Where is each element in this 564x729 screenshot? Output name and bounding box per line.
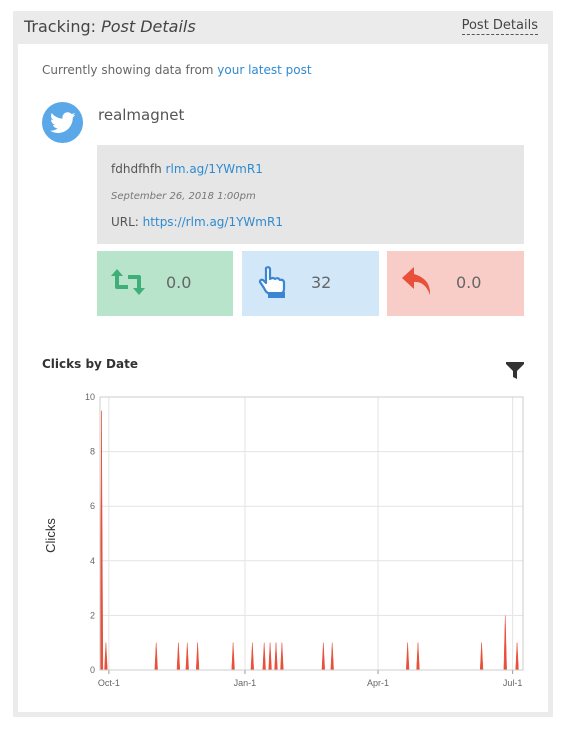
clicks-value: 32 xyxy=(311,273,332,292)
chart-ticks: 0 2 4 6 8 10 Oct-1 Jan-1 Apr-1 Jul-1 xyxy=(85,392,522,688)
y-tick-label: 2 xyxy=(90,610,95,620)
filter-icon[interactable] xyxy=(505,360,525,380)
y-tick-label: 4 xyxy=(90,556,95,566)
reply-icon xyxy=(402,267,431,295)
x-tick-label: Jan-1 xyxy=(234,678,257,688)
data-spike xyxy=(330,642,334,671)
post-url-label: URL: xyxy=(111,215,143,229)
data-spike xyxy=(185,642,189,671)
replies-value: 0.0 xyxy=(456,273,482,292)
widget-title: Tracking: Post Details xyxy=(24,17,196,36)
data-spike xyxy=(262,642,266,671)
retweets-stat: 0.0 xyxy=(97,251,233,316)
post-preview: fdhdfhfh rlm.ag/1YWmR1 September 26, 201… xyxy=(97,145,524,244)
y-tick-label: 0 xyxy=(90,665,95,675)
chart-title: Clicks by Date xyxy=(42,357,138,371)
data-spike xyxy=(231,642,235,671)
chart-grid xyxy=(100,396,523,671)
clicks-stat: 32 xyxy=(242,251,379,316)
plot-frame xyxy=(99,396,524,671)
pointer-hand-icon xyxy=(258,266,286,298)
post-url-link[interactable]: https://rlm.ag/1YWmR1 xyxy=(142,215,283,229)
retweets-value: 0.0 xyxy=(166,273,192,292)
y-tick-label: 10 xyxy=(85,392,95,402)
data-spike xyxy=(515,642,519,671)
twitter-icon xyxy=(42,102,83,143)
data-spike xyxy=(405,642,410,671)
retweet-icon xyxy=(111,269,145,295)
data-spike xyxy=(176,642,181,671)
replies-stat: 0.0 xyxy=(387,251,524,316)
showing-prefix: Currently showing data from xyxy=(42,63,218,77)
data-spike xyxy=(416,642,420,671)
x-tick-label: Jul-1 xyxy=(503,678,523,688)
account-name: realmagnet xyxy=(98,106,185,124)
post-text: fdhdfhfh rlm.ag/1YWmR1 xyxy=(111,162,263,176)
chart-series xyxy=(99,410,519,671)
data-spike xyxy=(274,642,278,671)
data-spike xyxy=(250,642,255,671)
post-short-link[interactable]: rlm.ag/1YWmR1 xyxy=(165,162,263,176)
data-spike xyxy=(321,642,325,671)
showing-text: Currently showing data from your latest … xyxy=(42,63,312,77)
x-tick-label: Apr-1 xyxy=(367,678,389,688)
y-axis-label: Clicks xyxy=(43,518,58,553)
data-spike xyxy=(104,642,108,671)
y-tick-label: 6 xyxy=(90,501,95,511)
post-date: September 26, 2018 1:00pm xyxy=(111,191,256,202)
data-spike xyxy=(154,642,158,671)
title-prefix: Tracking: xyxy=(24,17,102,36)
x-tick-label: Oct-1 xyxy=(98,678,120,688)
title-emphasis: Post Details xyxy=(101,17,196,36)
latest-post-link[interactable]: your latest post xyxy=(217,63,312,77)
post-body: fdhdfhfh xyxy=(111,162,166,176)
data-spike xyxy=(195,642,200,671)
data-spike xyxy=(479,642,484,671)
data-spike xyxy=(280,642,284,671)
data-spike xyxy=(503,615,507,671)
tracking-widget: Tracking: Post Details Post Details Curr… xyxy=(13,11,553,717)
post-details-link[interactable]: Post Details xyxy=(461,18,538,35)
post-details-panel: Currently showing data from your latest … xyxy=(18,44,548,712)
data-spike xyxy=(268,642,272,671)
post-url-row: URL: https://rlm.ag/1YWmR1 xyxy=(111,215,283,229)
y-tick-label: 8 xyxy=(90,447,95,457)
